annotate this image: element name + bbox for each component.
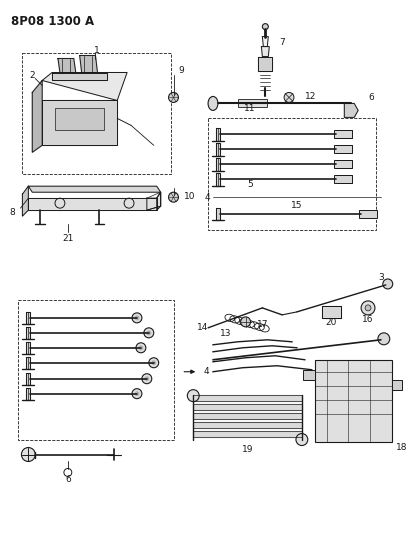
Polygon shape <box>32 80 42 152</box>
Polygon shape <box>42 100 117 146</box>
Polygon shape <box>26 373 30 385</box>
Polygon shape <box>193 413 301 418</box>
Bar <box>334 131 351 139</box>
Polygon shape <box>261 46 269 56</box>
Polygon shape <box>58 59 76 72</box>
Text: 3: 3 <box>377 273 383 282</box>
Bar <box>55 108 104 131</box>
Text: 2: 2 <box>29 71 35 80</box>
Circle shape <box>136 343 146 353</box>
Bar <box>207 118 375 230</box>
Polygon shape <box>52 72 107 80</box>
Ellipse shape <box>207 96 218 110</box>
Bar <box>18 300 174 440</box>
Text: 8: 8 <box>10 208 16 216</box>
Text: 20: 20 <box>325 318 336 327</box>
Text: 19: 19 <box>241 445 253 454</box>
Polygon shape <box>42 72 127 100</box>
Circle shape <box>151 360 156 365</box>
Circle shape <box>134 316 139 320</box>
Polygon shape <box>193 394 301 401</box>
Circle shape <box>138 345 143 350</box>
Polygon shape <box>26 327 30 339</box>
Polygon shape <box>193 431 301 437</box>
Text: 1: 1 <box>93 46 99 55</box>
Bar <box>391 379 401 390</box>
Polygon shape <box>216 208 219 220</box>
Polygon shape <box>216 158 219 171</box>
Polygon shape <box>22 186 28 216</box>
Polygon shape <box>193 422 301 427</box>
Text: 14: 14 <box>196 324 207 333</box>
Bar <box>334 146 351 154</box>
Circle shape <box>187 390 199 402</box>
Text: 6: 6 <box>65 475 70 484</box>
Circle shape <box>148 358 158 368</box>
Polygon shape <box>26 357 30 369</box>
Polygon shape <box>26 342 30 354</box>
Polygon shape <box>258 56 272 70</box>
Polygon shape <box>321 306 341 318</box>
Circle shape <box>134 391 139 396</box>
Circle shape <box>144 328 153 338</box>
Polygon shape <box>262 37 267 46</box>
Circle shape <box>283 92 293 102</box>
Text: 4: 4 <box>202 367 208 376</box>
Circle shape <box>382 279 392 289</box>
Text: 12: 12 <box>304 92 315 101</box>
Bar <box>334 160 351 168</box>
Polygon shape <box>26 312 30 324</box>
Text: 16: 16 <box>362 316 373 325</box>
Text: 9: 9 <box>178 66 184 75</box>
Circle shape <box>21 448 35 462</box>
Text: 18: 18 <box>395 443 406 452</box>
Polygon shape <box>146 192 160 210</box>
Polygon shape <box>216 173 219 186</box>
Circle shape <box>360 301 374 315</box>
Circle shape <box>142 374 151 384</box>
Polygon shape <box>26 387 30 400</box>
Text: 15: 15 <box>290 200 302 209</box>
Circle shape <box>132 389 142 399</box>
Circle shape <box>168 92 178 102</box>
Text: 5: 5 <box>247 180 253 189</box>
Text: 4: 4 <box>204 193 209 201</box>
Circle shape <box>168 192 178 202</box>
Text: 6: 6 <box>367 93 373 102</box>
Text: 17: 17 <box>256 320 267 329</box>
Text: 21: 21 <box>62 233 73 243</box>
Polygon shape <box>156 192 160 210</box>
Polygon shape <box>28 198 156 210</box>
Polygon shape <box>216 143 219 156</box>
Bar <box>237 100 267 108</box>
Text: 8P08 1300 A: 8P08 1300 A <box>11 15 94 28</box>
Circle shape <box>240 317 250 327</box>
Bar <box>302 370 314 379</box>
Polygon shape <box>28 186 160 192</box>
Bar <box>334 175 351 183</box>
Polygon shape <box>79 55 97 72</box>
Text: 13: 13 <box>220 329 231 338</box>
Circle shape <box>377 333 389 345</box>
Circle shape <box>146 330 151 335</box>
Circle shape <box>144 376 149 381</box>
Circle shape <box>295 433 307 446</box>
Text: 7: 7 <box>279 38 284 47</box>
Circle shape <box>132 313 142 323</box>
Polygon shape <box>344 103 357 117</box>
Polygon shape <box>216 128 219 141</box>
Bar <box>314 360 391 441</box>
Text: 10: 10 <box>184 192 196 201</box>
Bar <box>358 210 376 218</box>
Bar <box>22 53 170 174</box>
Polygon shape <box>193 403 301 410</box>
Circle shape <box>262 23 267 30</box>
Circle shape <box>364 305 370 311</box>
Text: 11: 11 <box>243 104 255 113</box>
